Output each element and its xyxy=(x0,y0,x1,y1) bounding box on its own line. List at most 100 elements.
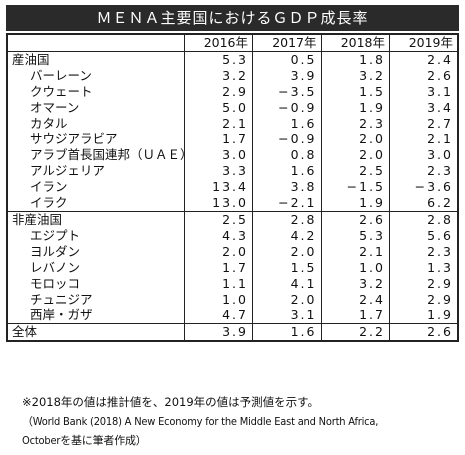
cell: 1.5 xyxy=(320,83,390,100)
cell: 5.0 xyxy=(183,99,253,116)
row-label: アラブ首長国連邦（ＵＡＥ） xyxy=(6,147,193,164)
cell: 3.2 xyxy=(320,275,390,292)
cell: 2.5 xyxy=(320,163,390,180)
cell: 2.5 xyxy=(183,210,253,228)
row: クウェート 2.9 −3.5 1.5 3.1 xyxy=(6,83,458,100)
cell: −0.9 xyxy=(252,131,321,148)
row: サウジアラビア 1.7 −0.9 2.0 2.1 xyxy=(6,131,458,148)
cell: 3.4 xyxy=(389,99,458,116)
cell: 5.3 xyxy=(183,50,253,68)
row-label: 産油国 xyxy=(6,50,184,68)
cell: 2.7 xyxy=(389,115,458,132)
cell: 2.9 xyxy=(389,291,458,308)
cell: 2.8 xyxy=(252,210,321,228)
cell: 2.4 xyxy=(389,50,458,68)
cell: 2.9 xyxy=(389,275,458,292)
cell: 2.4 xyxy=(320,291,390,308)
row: 西岸・ガザ 4.7 3.1 1.7 1.9 xyxy=(6,307,458,324)
cell: 1.0 xyxy=(183,291,253,308)
cell: 2.6 xyxy=(389,67,458,84)
row-label: 非産油国 xyxy=(6,210,184,228)
header-cell: 2017年 xyxy=(252,34,321,52)
header-row: 2016年 2017年 2018年 2019年 xyxy=(6,34,458,52)
cell: 4.3 xyxy=(183,227,253,244)
cell: 1.8 xyxy=(320,50,390,68)
row-label: サウジアラビア xyxy=(6,131,184,148)
cell: 1.6 xyxy=(252,323,321,342)
cell: 5.3 xyxy=(320,227,390,244)
row: 産油国 5.3 0.5 1.8 2.4 xyxy=(6,50,458,68)
header-cell: 2019年 xyxy=(389,34,458,52)
cell: 4.2 xyxy=(252,227,321,244)
cell: 6.2 xyxy=(389,195,458,212)
note: Octoberを基に筆者作成） xyxy=(22,434,147,447)
row: 全体 3.9 1.6 2.2 2.6 xyxy=(6,323,458,342)
cell: 13.0 xyxy=(183,195,253,212)
cell: 1.9 xyxy=(320,195,390,212)
cell: 3.8 xyxy=(252,179,321,196)
cell: 0.5 xyxy=(252,50,321,68)
cell: 3.9 xyxy=(252,67,321,84)
cell: −3.6 xyxy=(389,179,458,196)
cell: 5.6 xyxy=(389,227,458,244)
row-label: イラク xyxy=(6,195,184,212)
row-label: チュニジア xyxy=(6,291,184,308)
cell: 3.3 xyxy=(183,163,253,180)
cell: −1.5 xyxy=(320,179,390,196)
cell: 2.8 xyxy=(389,210,458,228)
cell: 2.0 xyxy=(252,243,321,260)
cell: 2.1 xyxy=(389,131,458,148)
row: チュニジア 1.0 2.0 2.4 2.9 xyxy=(6,291,458,308)
cell: 3.2 xyxy=(183,67,253,84)
cell: 1.6 xyxy=(252,163,321,180)
row: レバノン 1.7 1.5 1.0 1.3 xyxy=(6,259,458,276)
cell: 3.1 xyxy=(389,83,458,100)
cell: 4.1 xyxy=(252,275,321,292)
row: アラブ首長国連邦（ＵＡＥ） 3.0 0.8 2.0 3.0 xyxy=(6,147,458,164)
cell: 2.9 xyxy=(183,83,253,100)
cell: 3.0 xyxy=(183,147,253,164)
cell: 1.5 xyxy=(252,259,321,276)
cell: 2.3 xyxy=(320,115,390,132)
cell: 1.3 xyxy=(389,259,458,276)
cell: 2.6 xyxy=(389,323,458,342)
row-label: レバノン xyxy=(6,259,184,276)
cell: 2.0 xyxy=(320,131,390,148)
cell: 3.0 xyxy=(389,147,458,164)
note: ※2018年の値は推計値を、2019年の値は予測値を示す。 xyxy=(22,395,320,409)
header-cell: 2016年 xyxy=(183,34,253,52)
cell: 2.0 xyxy=(183,243,253,260)
cell: 3.9 xyxy=(183,323,253,342)
row: エジプト 4.3 4.2 5.3 5.6 xyxy=(6,227,458,244)
cell: 2.2 xyxy=(320,323,390,342)
row-label: モロッコ xyxy=(6,275,184,292)
row-label: アルジェリア xyxy=(6,163,184,180)
row-label: カタル xyxy=(6,115,184,132)
cell: 2.0 xyxy=(320,147,390,164)
row: オマーン 5.0 −0.9 1.9 3.4 xyxy=(6,99,458,116)
cell: 13.4 xyxy=(183,179,253,196)
row-label: オマーン xyxy=(6,99,184,116)
cell: 1.1 xyxy=(183,275,253,292)
row: イラン 13.4 3.8 −1.5 −3.6 xyxy=(6,179,458,196)
table: 2016年 2017年 2018年 2019年 産油国 5.3 0.5 1.8 2.4 バーレー… xyxy=(6,33,459,343)
cell: 4.7 xyxy=(183,307,253,324)
cell: 2.6 xyxy=(320,210,390,228)
row: 非産油国 2.5 2.8 2.6 2.8 xyxy=(6,210,458,228)
row-label: 西岸・ガザ xyxy=(6,307,184,324)
cell: 1.6 xyxy=(252,115,321,132)
row: カタル 2.1 1.6 2.3 2.7 xyxy=(6,115,458,132)
cell: 1.0 xyxy=(320,259,390,276)
row: モロッコ 1.1 4.1 3.2 2.9 xyxy=(6,275,458,292)
row-label: 全体 xyxy=(6,323,184,342)
row-label: バーレーン xyxy=(6,67,184,84)
cell: 2.1 xyxy=(320,243,390,260)
cell: 3.2 xyxy=(320,67,390,84)
title: ＭＥＮＡ主要国におけるＧＤＰ成長率 xyxy=(6,5,459,31)
cell: 0.8 xyxy=(252,147,321,164)
row: バーレーン 3.2 3.9 3.2 2.6 xyxy=(6,67,458,84)
cell: 2.0 xyxy=(252,291,321,308)
row: アルジェリア 3.3 1.6 2.5 2.3 xyxy=(6,163,458,180)
cell: 1.7 xyxy=(320,307,390,324)
